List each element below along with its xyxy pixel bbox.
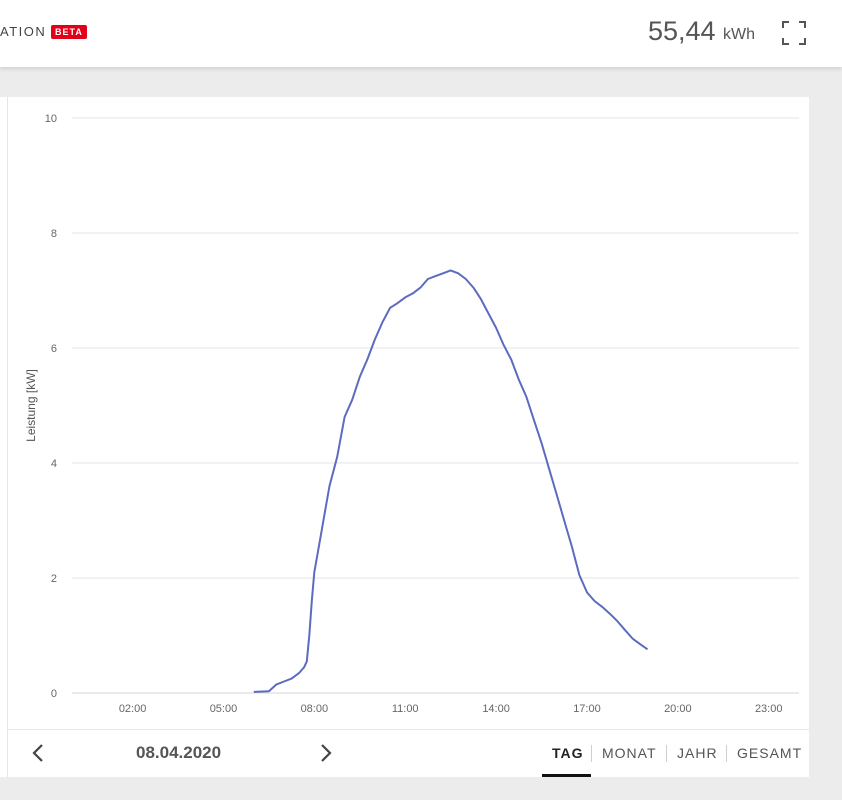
tab-tag[interactable]: TAG	[552, 745, 584, 761]
power-line-chart: 0 2 4 6 8 10 02:00 05:00 08:00 11:00 14:00 17:00 20:…	[24, 113, 799, 715]
y-tick-label: 6	[51, 343, 57, 355]
date-display: 08.04.2020	[136, 743, 222, 762]
x-tick-label: 02:00	[119, 703, 147, 715]
tab-jahr[interactable]: JAHR	[677, 745, 718, 761]
chevron-left-icon[interactable]	[28, 741, 48, 765]
tab-separator	[726, 745, 727, 762]
x-tick-label: 11:00	[392, 703, 419, 715]
beta-badge: BETA	[51, 25, 87, 39]
tab-separator	[666, 745, 667, 762]
tab-separator	[591, 745, 592, 762]
chevron-right-icon[interactable]	[316, 741, 336, 765]
energy-total-unit: kWh	[723, 26, 755, 43]
page-title: ATION	[0, 24, 47, 39]
x-tick-label: 05:00	[210, 703, 238, 715]
active-tab-indicator	[542, 774, 591, 777]
x-tick-label: 08:00	[301, 703, 329, 715]
x-tick-label: 20:00	[664, 703, 692, 715]
y-tick-label: 8	[51, 228, 57, 240]
energy-total-value: 55,44	[648, 16, 716, 46]
x-tick-label: 14:00	[482, 703, 510, 715]
fullscreen-icon[interactable]	[782, 21, 806, 45]
footer-divider	[8, 729, 809, 730]
y-axis-label: Leistung [kW]	[24, 369, 38, 442]
tab-monat[interactable]: MONAT	[602, 745, 657, 761]
x-tick-label: 23:00	[755, 703, 783, 715]
x-tick-label: 17:00	[573, 703, 601, 715]
tab-gesamt[interactable]: GESAMT	[737, 745, 803, 761]
card-divider	[7, 97, 8, 777]
y-tick-label: 2	[51, 573, 57, 585]
y-tick-label: 4	[51, 458, 57, 470]
header-bar: ATION BETA 55,44 kWh	[0, 0, 842, 67]
y-tick-label: 10	[45, 113, 57, 125]
y-tick-label: 0	[51, 688, 57, 700]
chart-card: 0 2 4 6 8 10 02:00 05:00 08:00 11:00 14:00 17:00 20:…	[0, 97, 809, 777]
series-line	[253, 269, 649, 693]
